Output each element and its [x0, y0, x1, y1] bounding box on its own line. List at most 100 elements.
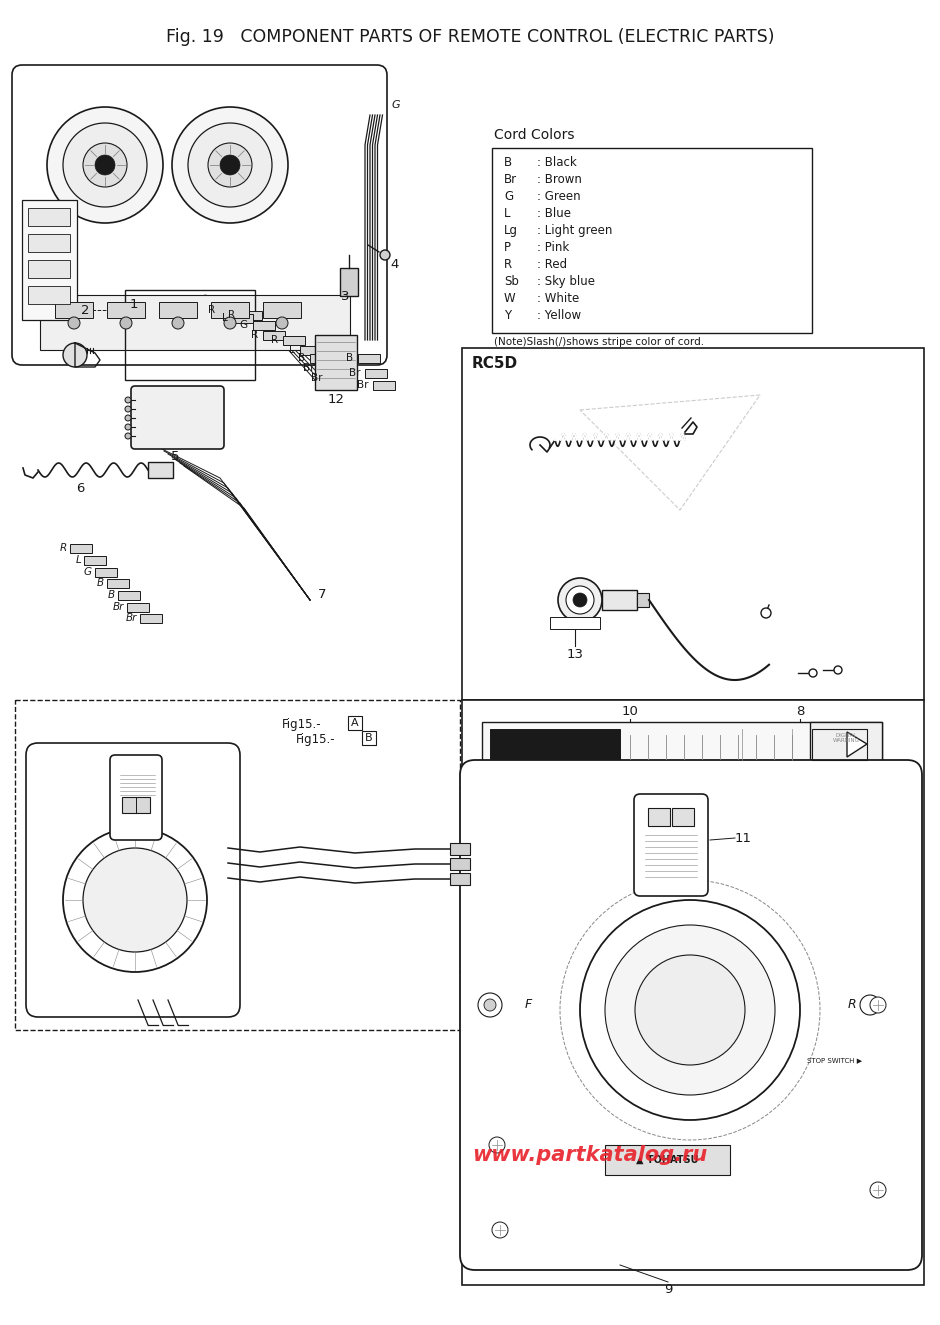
Bar [605, 1145, 730, 1175]
Bar [602, 590, 637, 610]
Circle shape [120, 317, 132, 329]
Text: Br: Br [126, 613, 137, 623]
Circle shape [125, 424, 131, 431]
Bar [450, 843, 470, 855]
Text: : Black: : Black [537, 156, 577, 170]
Text: Br: Br [310, 374, 322, 383]
Text: RC5D: RC5D [472, 356, 518, 371]
Text: : Light green: : Light green [537, 224, 612, 237]
Text: 2: 2 [82, 303, 90, 317]
Circle shape [380, 250, 390, 260]
Circle shape [870, 996, 886, 1014]
Bar [95, 568, 117, 576]
Text: 11: 11 [735, 832, 752, 844]
Bar [358, 354, 380, 363]
Text: 3: 3 [340, 290, 350, 303]
Bar [127, 603, 149, 612]
Bar [240, 311, 262, 321]
Text: Cord Colors: Cord Colors [494, 129, 574, 142]
Text: : Sky blue: : Sky blue [537, 276, 595, 288]
Bar [28, 286, 70, 303]
Bar [148, 462, 173, 478]
Bar [84, 556, 106, 564]
Text: P: P [504, 241, 511, 254]
Text: L: L [504, 207, 510, 220]
Bar [107, 302, 145, 318]
Circle shape [566, 586, 594, 613]
Text: L: L [290, 344, 295, 355]
Text: B: B [365, 733, 373, 743]
Text: Lg: Lg [504, 224, 518, 237]
Circle shape [635, 955, 745, 1065]
Text: 1: 1 [130, 298, 138, 311]
Text: 10: 10 [621, 705, 638, 718]
Circle shape [573, 594, 587, 607]
Text: Fig15.-: Fig15.- [282, 718, 321, 731]
Circle shape [125, 415, 131, 421]
Bar [320, 364, 342, 374]
Bar [327, 374, 349, 383]
Circle shape [68, 317, 80, 329]
Circle shape [834, 666, 842, 674]
Bar [648, 808, 670, 825]
Text: L: L [222, 313, 228, 323]
Circle shape [224, 317, 236, 329]
Bar [365, 368, 387, 378]
Bar [211, 302, 249, 318]
Bar [263, 331, 285, 341]
Circle shape [172, 317, 184, 329]
Text: B: B [97, 578, 104, 588]
Circle shape [870, 1182, 886, 1198]
Circle shape [489, 1137, 505, 1153]
Text: B: B [504, 156, 512, 170]
Circle shape [860, 995, 880, 1015]
Bar [22, 200, 77, 321]
Bar [450, 859, 470, 871]
Text: G: G [84, 567, 92, 576]
Bar [462, 348, 924, 700]
FancyBboxPatch shape [131, 386, 224, 449]
Bar [28, 260, 70, 278]
Circle shape [125, 405, 131, 412]
Text: R: R [227, 310, 235, 321]
Bar [490, 729, 620, 759]
Bar [159, 302, 197, 318]
Text: www.partkatalog.ru: www.partkatalog.ru [473, 1145, 708, 1165]
Circle shape [276, 317, 288, 329]
Circle shape [47, 107, 163, 223]
Text: B: B [108, 590, 115, 600]
Circle shape [208, 143, 252, 187]
Circle shape [809, 669, 817, 677]
Bar [70, 545, 92, 553]
Text: R: R [271, 335, 278, 345]
Text: A: A [352, 718, 359, 727]
Text: W: W [504, 292, 516, 305]
Text: 6: 6 [76, 482, 85, 496]
Circle shape [605, 925, 775, 1094]
Bar [340, 268, 358, 295]
Text: R: R [251, 330, 258, 341]
Bar [231, 314, 253, 323]
Text: B: B [298, 352, 305, 363]
Circle shape [63, 343, 87, 367]
Text: 13: 13 [567, 648, 584, 661]
Bar [218, 306, 240, 315]
Text: B: B [346, 352, 353, 363]
Circle shape [220, 155, 240, 175]
Bar [362, 731, 376, 745]
Text: : Yellow: : Yellow [537, 309, 581, 322]
Text: 7: 7 [318, 588, 326, 602]
Bar [263, 302, 301, 318]
Bar [812, 729, 867, 761]
FancyBboxPatch shape [460, 761, 922, 1269]
Text: 5: 5 [171, 451, 180, 462]
Bar [550, 617, 600, 629]
Text: : Blue: : Blue [537, 207, 571, 220]
Text: 8: 8 [796, 705, 805, 718]
Text: Br: Br [349, 368, 360, 378]
Text: Fig15.-: Fig15.- [296, 733, 336, 746]
Bar [253, 321, 275, 330]
Text: : Brown: : Brown [537, 174, 582, 186]
Bar [450, 873, 470, 885]
Bar [125, 290, 255, 380]
